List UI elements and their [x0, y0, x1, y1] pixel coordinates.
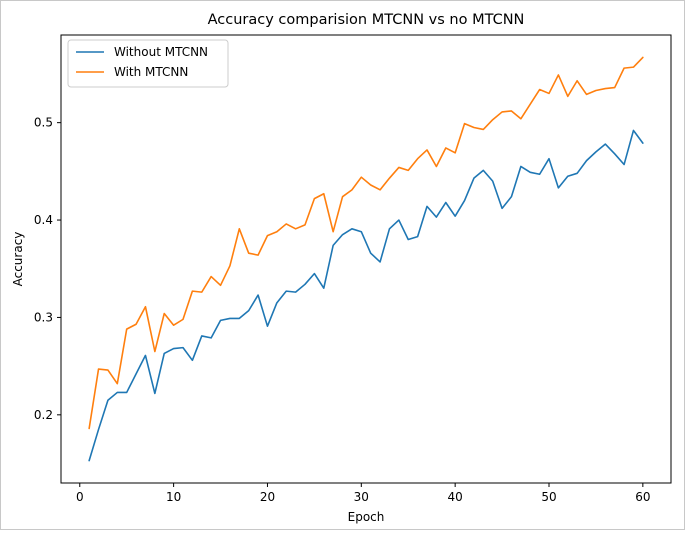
y-tick-label: 0.3 — [34, 310, 53, 324]
x-tick-label: 40 — [448, 490, 463, 504]
series-line-without-mtcnn — [88, 129, 644, 462]
legend-box — [67, 39, 229, 88]
x-tick-label: 20 — [260, 490, 275, 504]
x-tick-label: 0 — [76, 490, 84, 504]
y-tick-label: 0.2 — [34, 408, 53, 422]
plot-area — [61, 35, 671, 483]
series-layer — [88, 56, 644, 462]
x-tick-label: 30 — [354, 490, 369, 504]
plot-frame — [60, 34, 672, 484]
y-axis-label: Accuracy — [11, 232, 25, 287]
series-line-with-mtcnn — [88, 56, 644, 430]
chart-title: Accuracy comparision MTCNN vs no MTCNN — [208, 12, 525, 28]
legend: Without MTCNN With MTCNN — [67, 39, 229, 88]
legend-label-with-mtcnn: With MTCNN — [114, 65, 188, 79]
x-axis-ticks: 0 10 20 30 40 50 60 — [76, 483, 650, 504]
y-tick-label: 0.4 — [34, 213, 53, 227]
y-tick-label: 0.5 — [34, 116, 53, 130]
x-tick-label: 10 — [166, 490, 181, 504]
y-axis-ticks: 0.2 0.3 0.4 0.5 — [34, 116, 61, 422]
x-tick-label: 60 — [635, 490, 650, 504]
x-tick-label: 50 — [541, 490, 556, 504]
x-axis-label: Epoch — [348, 510, 385, 524]
legend-label-without-mtcnn: Without MTCNN — [114, 45, 208, 59]
